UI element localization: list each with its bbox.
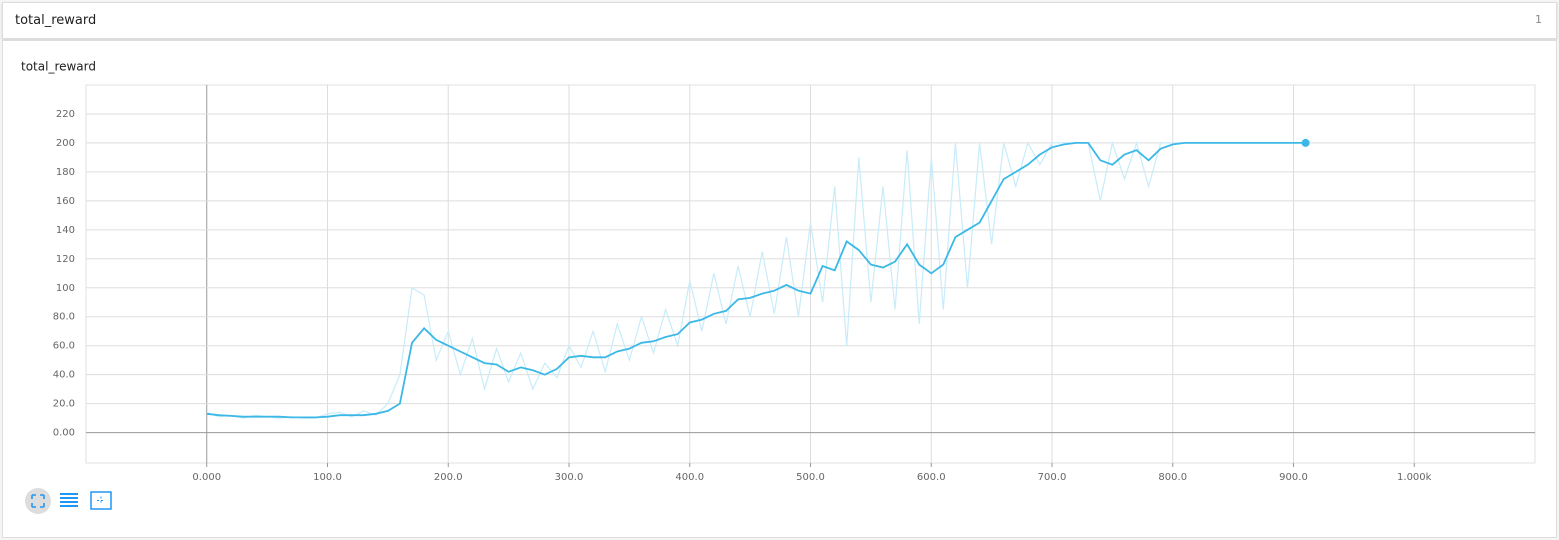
y-tick-label: 220: [56, 109, 75, 120]
data-button[interactable]: [60, 493, 78, 507]
y-tick-label: 200: [56, 138, 75, 149]
header-count: 1: [1535, 13, 1542, 26]
y-tick-label: 20.0: [53, 399, 75, 410]
series-line: [206, 142, 1306, 419]
last-point: [1301, 138, 1310, 147]
x-tick-label: 700.0: [1038, 472, 1067, 483]
reset-icon: [97, 496, 105, 505]
y-tick-label: 120: [56, 254, 75, 265]
x-tick-label: 500.0: [796, 472, 825, 483]
x-tick-label: 600.0: [917, 472, 946, 483]
x-tick-label: 300.0: [555, 472, 584, 483]
x-tick-label: 1.000k: [1397, 472, 1432, 483]
y-tick-label: 40.0: [53, 370, 75, 381]
y-tick-label: 140: [56, 225, 75, 236]
x-tick-label: 800.0: [1158, 472, 1187, 483]
fit-icon: [31, 494, 45, 508]
x-tick-label: 900.0: [1279, 472, 1308, 483]
y-tick-label: 180: [56, 167, 75, 178]
y-tick-label: 80.0: [53, 312, 75, 323]
y-tick-label: 100: [56, 283, 75, 294]
header-title: total_reward: [15, 13, 97, 28]
x-tick-label: 400.0: [675, 472, 704, 483]
y-tick-label: 60.0: [53, 341, 75, 352]
reset-button[interactable]: [90, 491, 112, 510]
y-tick-label: 160: [56, 196, 75, 207]
x-tick-label: 100.0: [313, 472, 342, 483]
series-line: [206, 140, 1306, 419]
toolbar: [25, 488, 112, 514]
header: total_reward 1: [2, 2, 1557, 39]
x-tick-label: 0.000: [192, 472, 221, 483]
chart-title: total_reward: [21, 60, 96, 74]
x-tick-label: 200.0: [434, 472, 463, 483]
y-tick-label: 0.00: [53, 428, 75, 439]
fit-button[interactable]: [25, 488, 51, 514]
